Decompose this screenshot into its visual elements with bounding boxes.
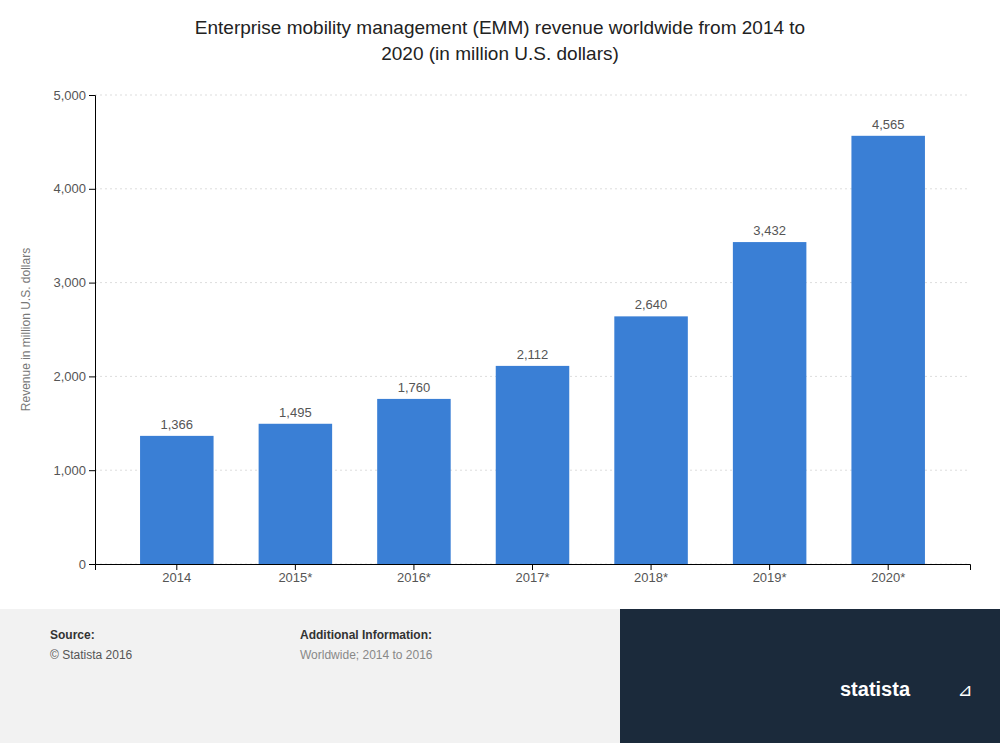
data-label: 1,366 (161, 417, 194, 432)
y-axis-title: Revenue in million U.S. dollars (19, 248, 33, 411)
y-tick-label: 4,000 (53, 181, 86, 196)
y-tick-label: 2,000 (53, 369, 86, 384)
annotation: statista (840, 678, 911, 700)
x-tick-mark (769, 564, 770, 570)
y-tick: 2,000 (53, 369, 95, 384)
x-tick-label: 2018* (634, 570, 668, 585)
x-tick: 2019* (753, 564, 787, 585)
x-tick-label: 2019* (753, 570, 787, 585)
x-tick-mark (295, 564, 296, 570)
x-tick-mark (413, 564, 414, 570)
y-tick-mark (89, 189, 95, 190)
annotation: Worldwide; 2014 to 2016 (300, 648, 433, 662)
x-tick-label: 2016* (397, 570, 431, 585)
bar (614, 316, 688, 564)
bar (377, 399, 451, 564)
x-tick: 2017* (516, 564, 550, 585)
grid (95, 95, 970, 564)
data-label: 2,112 (517, 347, 549, 362)
data-label: 2,640 (635, 297, 668, 312)
y-tick: 5,000 (53, 88, 95, 103)
x-tick-label: 2015* (278, 570, 312, 585)
annotation: Additional Information: (300, 628, 432, 642)
x-tick-label: 2020* (871, 570, 905, 585)
x-tick-mark (888, 564, 889, 570)
x-tick: 2020* (871, 564, 905, 585)
y-tick-label: 1,000 (53, 463, 86, 478)
bar (851, 136, 925, 564)
y-tick-mark (89, 95, 95, 96)
title: Enterprise mobility management (EMM) rev… (195, 17, 805, 64)
y-tick: 1,000 (53, 463, 95, 478)
y-tick-label: 3,000 (53, 275, 86, 290)
data-labels: 1,366 1,495 1,760 2,112 2,640 3,432 4,565 (161, 117, 905, 432)
bars (140, 136, 925, 564)
x-tick: 2016* (397, 564, 431, 585)
annotation: © Statista 2016 (50, 648, 133, 662)
data-label: 4,565 (872, 117, 905, 132)
x-tick-mark (651, 564, 652, 570)
y-axis-line (89, 96, 96, 565)
annotation: Source: (50, 628, 95, 642)
annotation: ⊿ (957, 680, 972, 700)
x-axis: 2014 2015* 2016* 2017* 2018* 2019* 2020* (96, 564, 971, 585)
y-tick-label: 0 (79, 557, 86, 572)
bar (259, 424, 333, 564)
logo-background (620, 609, 1000, 743)
footer-background (0, 609, 1000, 743)
data-label: 1,760 (398, 380, 431, 395)
y-tick-mark (89, 283, 95, 284)
x-tick: 2015* (278, 564, 312, 585)
data-label: 3,432 (753, 223, 786, 238)
y-axis: 0 1,000 2,000 3,000 4,000 5,000 (53, 88, 95, 572)
x-tick: 2014 (162, 564, 191, 585)
bar (496, 366, 570, 564)
plot-area: 1,366 1,495 1,760 2,112 2,640 3,432 4,565 0 1,00… (53, 88, 970, 586)
bar (140, 436, 214, 564)
y-tick-mark (89, 564, 95, 565)
y-tick-label: 5,000 (53, 88, 86, 103)
y-tick-mark (89, 470, 95, 471)
x-axis-line (96, 565, 971, 571)
grid-line (95, 95, 970, 96)
y-tick: 0 (79, 557, 95, 572)
y-tick: 4,000 (53, 181, 95, 196)
x-tick: 2018* (634, 564, 668, 585)
footer: Source: © Statista 2016 Additional Informa… (0, 609, 1000, 743)
x-tick-mark (532, 564, 533, 570)
data-label: 1,495 (279, 405, 312, 420)
chart: Enterprise mobility management (EMM) rev… (0, 0, 1000, 743)
y-tick: 3,000 (53, 275, 95, 290)
bar (733, 242, 807, 564)
x-tick-label: 2017* (516, 570, 550, 585)
grid-line (95, 188, 970, 189)
y-tick-mark (89, 376, 95, 377)
x-tick-label: 2014 (162, 570, 191, 585)
x-tick-mark (176, 564, 177, 570)
grid-line (95, 282, 970, 283)
